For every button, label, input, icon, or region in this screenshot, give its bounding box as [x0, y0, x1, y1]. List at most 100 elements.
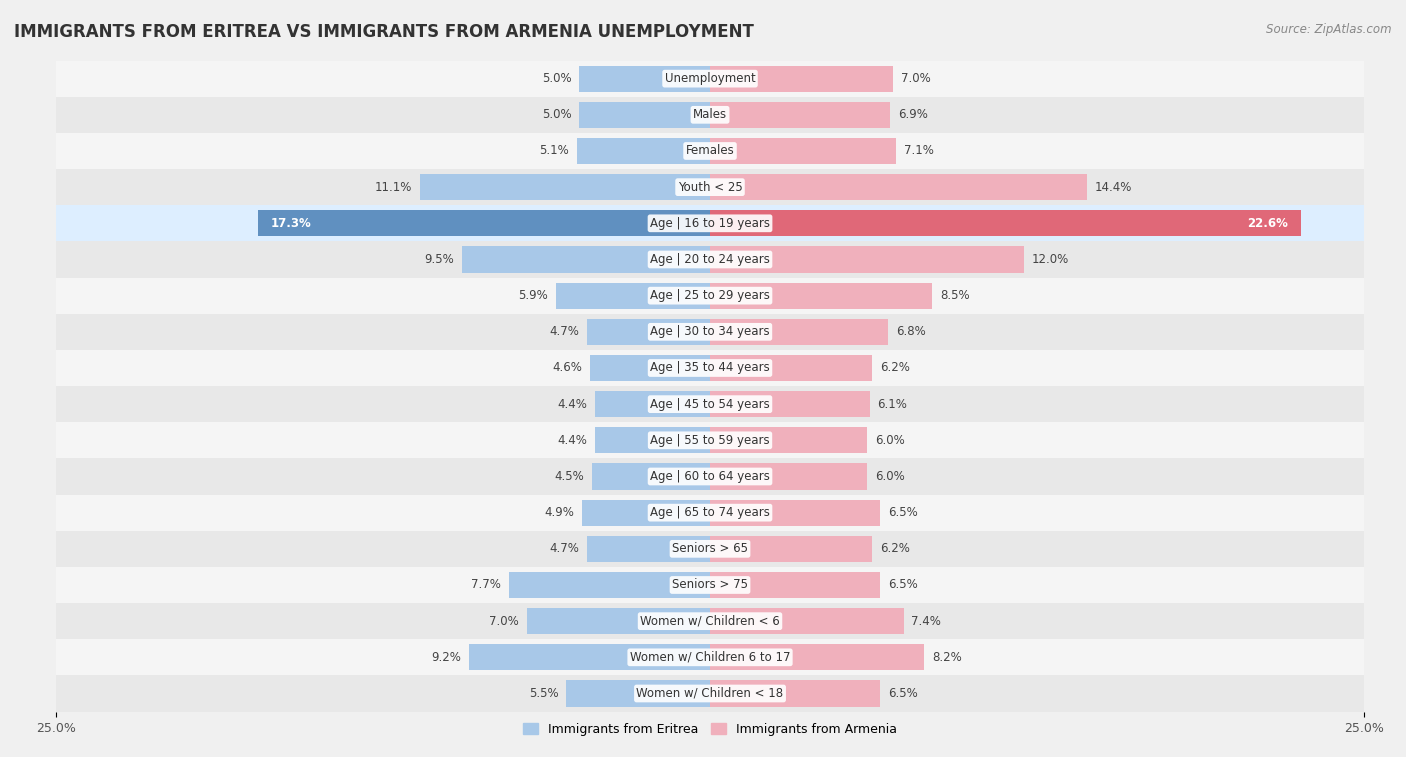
- Bar: [56, 350, 1364, 386]
- Bar: [56, 639, 1364, 675]
- Bar: [588, 536, 710, 562]
- Bar: [710, 681, 880, 706]
- Text: 7.4%: 7.4%: [911, 615, 941, 628]
- Text: 7.0%: 7.0%: [901, 72, 931, 85]
- Bar: [257, 210, 710, 236]
- Text: Seniors > 75: Seniors > 75: [672, 578, 748, 591]
- Bar: [56, 386, 1364, 422]
- Text: 6.0%: 6.0%: [875, 434, 904, 447]
- Text: 5.9%: 5.9%: [519, 289, 548, 302]
- Bar: [710, 608, 904, 634]
- Text: 6.5%: 6.5%: [887, 578, 918, 591]
- Bar: [56, 531, 1364, 567]
- Text: Age | 30 to 34 years: Age | 30 to 34 years: [650, 326, 770, 338]
- Bar: [710, 355, 872, 381]
- Bar: [595, 391, 710, 417]
- Text: Males: Males: [693, 108, 727, 121]
- Bar: [710, 210, 1301, 236]
- Legend: Immigrants from Eritrea, Immigrants from Armenia: Immigrants from Eritrea, Immigrants from…: [517, 718, 903, 741]
- Text: 14.4%: 14.4%: [1094, 181, 1132, 194]
- Bar: [56, 241, 1364, 278]
- Bar: [710, 138, 896, 164]
- Text: 4.4%: 4.4%: [557, 434, 588, 447]
- Text: 17.3%: 17.3%: [271, 217, 312, 230]
- Text: Unemployment: Unemployment: [665, 72, 755, 85]
- Bar: [710, 536, 872, 562]
- Bar: [710, 101, 890, 128]
- Text: 7.1%: 7.1%: [904, 145, 934, 157]
- Bar: [595, 427, 710, 453]
- Text: Source: ZipAtlas.com: Source: ZipAtlas.com: [1267, 23, 1392, 36]
- Bar: [56, 675, 1364, 712]
- Text: 4.6%: 4.6%: [553, 362, 582, 375]
- Text: Women w/ Children < 6: Women w/ Children < 6: [640, 615, 780, 628]
- Bar: [56, 313, 1364, 350]
- Text: 8.5%: 8.5%: [941, 289, 970, 302]
- Bar: [710, 282, 932, 309]
- Text: Females: Females: [686, 145, 734, 157]
- Bar: [576, 138, 710, 164]
- Text: Age | 35 to 44 years: Age | 35 to 44 years: [650, 362, 770, 375]
- Text: Age | 25 to 29 years: Age | 25 to 29 years: [650, 289, 770, 302]
- Bar: [461, 247, 710, 273]
- Text: Age | 16 to 19 years: Age | 16 to 19 years: [650, 217, 770, 230]
- Bar: [56, 278, 1364, 313]
- Text: Youth < 25: Youth < 25: [678, 181, 742, 194]
- Bar: [56, 205, 1364, 241]
- Bar: [56, 494, 1364, 531]
- Bar: [589, 355, 710, 381]
- Text: Age | 45 to 54 years: Age | 45 to 54 years: [650, 397, 770, 410]
- Bar: [56, 97, 1364, 133]
- Text: Age | 65 to 74 years: Age | 65 to 74 years: [650, 506, 770, 519]
- Bar: [710, 644, 925, 671]
- Bar: [710, 463, 868, 490]
- Bar: [509, 572, 710, 598]
- Text: 6.5%: 6.5%: [887, 506, 918, 519]
- Bar: [582, 500, 710, 525]
- Bar: [710, 319, 887, 345]
- Bar: [710, 427, 868, 453]
- Text: Age | 55 to 59 years: Age | 55 to 59 years: [650, 434, 770, 447]
- Text: 7.7%: 7.7%: [471, 578, 501, 591]
- Text: 8.2%: 8.2%: [932, 651, 962, 664]
- Text: 6.8%: 6.8%: [896, 326, 925, 338]
- Text: 5.0%: 5.0%: [541, 72, 571, 85]
- Bar: [56, 422, 1364, 459]
- Bar: [567, 681, 710, 706]
- Text: 12.0%: 12.0%: [1032, 253, 1069, 266]
- Text: 6.2%: 6.2%: [880, 362, 910, 375]
- Bar: [588, 319, 710, 345]
- Text: Age | 60 to 64 years: Age | 60 to 64 years: [650, 470, 770, 483]
- Bar: [420, 174, 710, 200]
- Bar: [56, 133, 1364, 169]
- Text: 5.0%: 5.0%: [541, 108, 571, 121]
- Text: Age | 20 to 24 years: Age | 20 to 24 years: [650, 253, 770, 266]
- Bar: [56, 61, 1364, 97]
- Text: 11.1%: 11.1%: [374, 181, 412, 194]
- Bar: [56, 169, 1364, 205]
- Text: 4.4%: 4.4%: [557, 397, 588, 410]
- Text: IMMIGRANTS FROM ERITREA VS IMMIGRANTS FROM ARMENIA UNEMPLOYMENT: IMMIGRANTS FROM ERITREA VS IMMIGRANTS FR…: [14, 23, 754, 41]
- Text: 9.2%: 9.2%: [432, 651, 461, 664]
- Bar: [56, 459, 1364, 494]
- Text: 4.7%: 4.7%: [550, 326, 579, 338]
- Text: 4.9%: 4.9%: [544, 506, 574, 519]
- Bar: [710, 174, 1087, 200]
- Text: Seniors > 65: Seniors > 65: [672, 542, 748, 556]
- Text: 7.0%: 7.0%: [489, 615, 519, 628]
- Bar: [579, 101, 710, 128]
- Bar: [710, 500, 880, 525]
- Text: 5.1%: 5.1%: [538, 145, 569, 157]
- Bar: [710, 247, 1024, 273]
- Text: 22.6%: 22.6%: [1247, 217, 1288, 230]
- Bar: [710, 572, 880, 598]
- Bar: [470, 644, 710, 671]
- Bar: [579, 66, 710, 92]
- Text: 6.2%: 6.2%: [880, 542, 910, 556]
- Bar: [592, 463, 710, 490]
- Bar: [56, 603, 1364, 639]
- Bar: [710, 66, 893, 92]
- Text: 6.1%: 6.1%: [877, 397, 907, 410]
- Text: 4.5%: 4.5%: [555, 470, 585, 483]
- Text: 6.0%: 6.0%: [875, 470, 904, 483]
